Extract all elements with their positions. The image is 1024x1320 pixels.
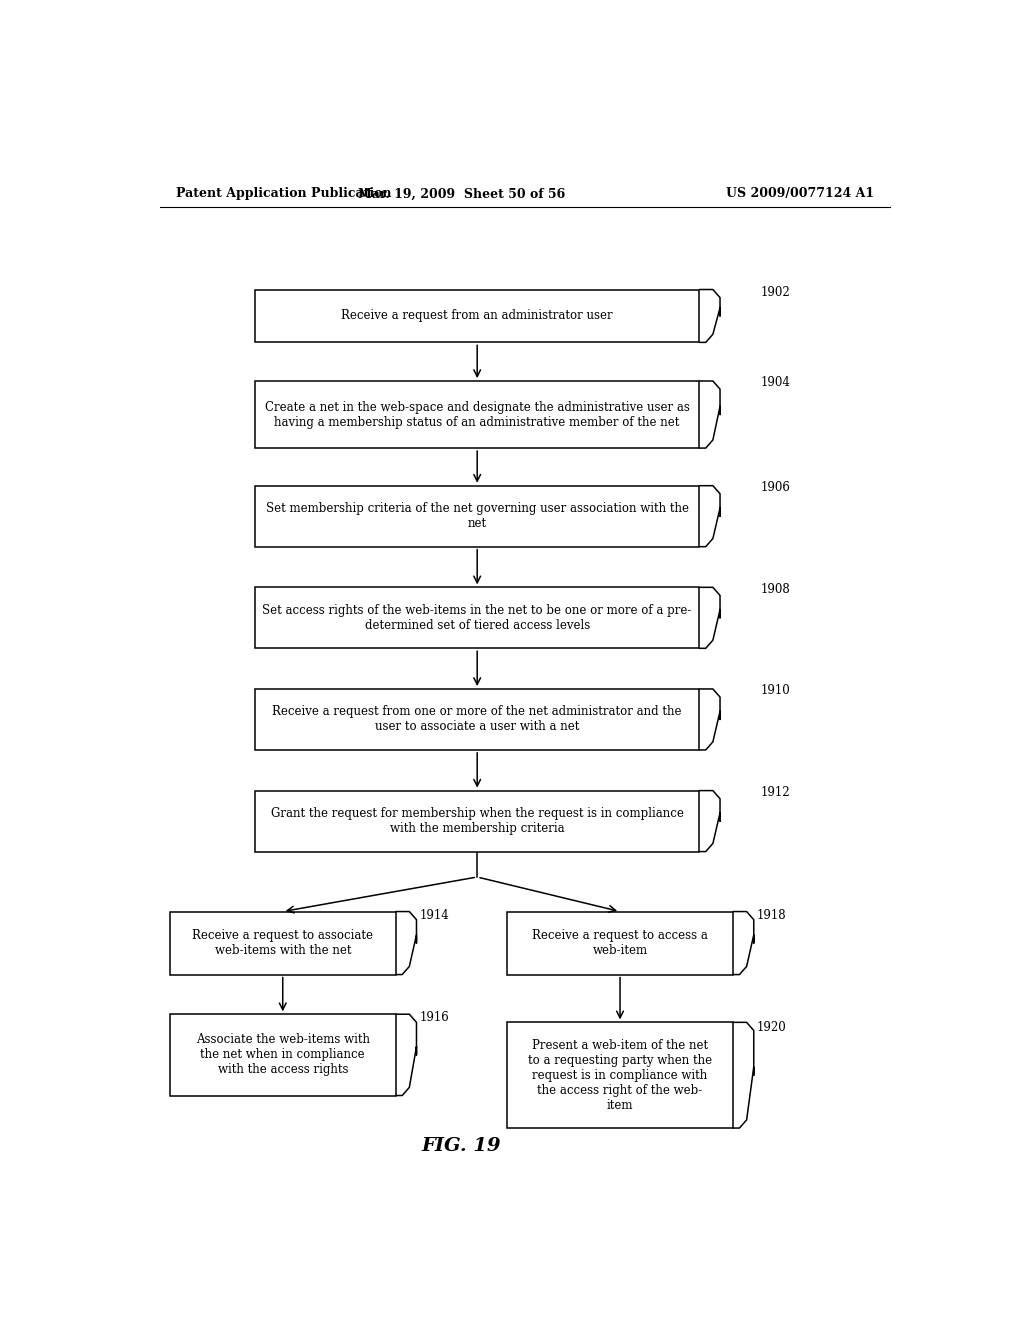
Text: Receive a request from an administrator user: Receive a request from an administrator …: [341, 309, 613, 322]
Text: Set membership criteria of the net governing user association with the
net: Set membership criteria of the net gover…: [265, 502, 689, 531]
Bar: [255, 381, 699, 447]
Bar: [507, 912, 733, 974]
Text: Create a net in the web-space and designate the administrative user as
having a : Create a net in the web-space and design…: [265, 400, 689, 429]
Bar: [255, 486, 699, 546]
Text: Patent Application Publication: Patent Application Publication: [176, 187, 391, 201]
Text: Associate the web-items with
the net when in compliance
with the access rights: Associate the web-items with the net whe…: [196, 1034, 370, 1076]
Text: 1908: 1908: [761, 583, 791, 595]
Bar: [255, 587, 699, 648]
Text: 1912: 1912: [761, 787, 791, 799]
Text: US 2009/0077124 A1: US 2009/0077124 A1: [726, 187, 873, 201]
Text: 1910: 1910: [761, 685, 791, 697]
Text: Grant the request for membership when the request is in compliance
with the memb: Grant the request for membership when th…: [270, 807, 684, 836]
Bar: [255, 791, 699, 851]
Text: Mar. 19, 2009  Sheet 50 of 56: Mar. 19, 2009 Sheet 50 of 56: [357, 187, 565, 201]
Text: 1914: 1914: [419, 909, 449, 923]
Text: FIG. 19: FIG. 19: [422, 1138, 501, 1155]
Text: Receive a request to associate
web-items with the net: Receive a request to associate web-items…: [193, 929, 374, 957]
Bar: [170, 1014, 396, 1096]
Text: 1904: 1904: [761, 375, 791, 388]
Text: Present a web-item of the net
to a requesting party when the
request is in compl: Present a web-item of the net to a reque…: [528, 1039, 712, 1111]
Text: 1918: 1918: [757, 909, 786, 923]
Text: Set access rights of the web-items in the net to be one or more of a pre-
determ: Set access rights of the web-items in th…: [262, 603, 692, 632]
Bar: [507, 1022, 733, 1129]
Text: 1902: 1902: [761, 286, 791, 300]
Bar: [255, 689, 699, 750]
Text: Receive a request from one or more of the net administrator and the
user to asso: Receive a request from one or more of th…: [272, 705, 682, 734]
Text: Receive a request to access a
web-item: Receive a request to access a web-item: [532, 929, 708, 957]
Text: 1906: 1906: [761, 482, 791, 494]
Text: 1920: 1920: [757, 1020, 786, 1034]
Text: 1916: 1916: [419, 1011, 449, 1024]
Bar: [255, 289, 699, 342]
Bar: [170, 912, 396, 974]
